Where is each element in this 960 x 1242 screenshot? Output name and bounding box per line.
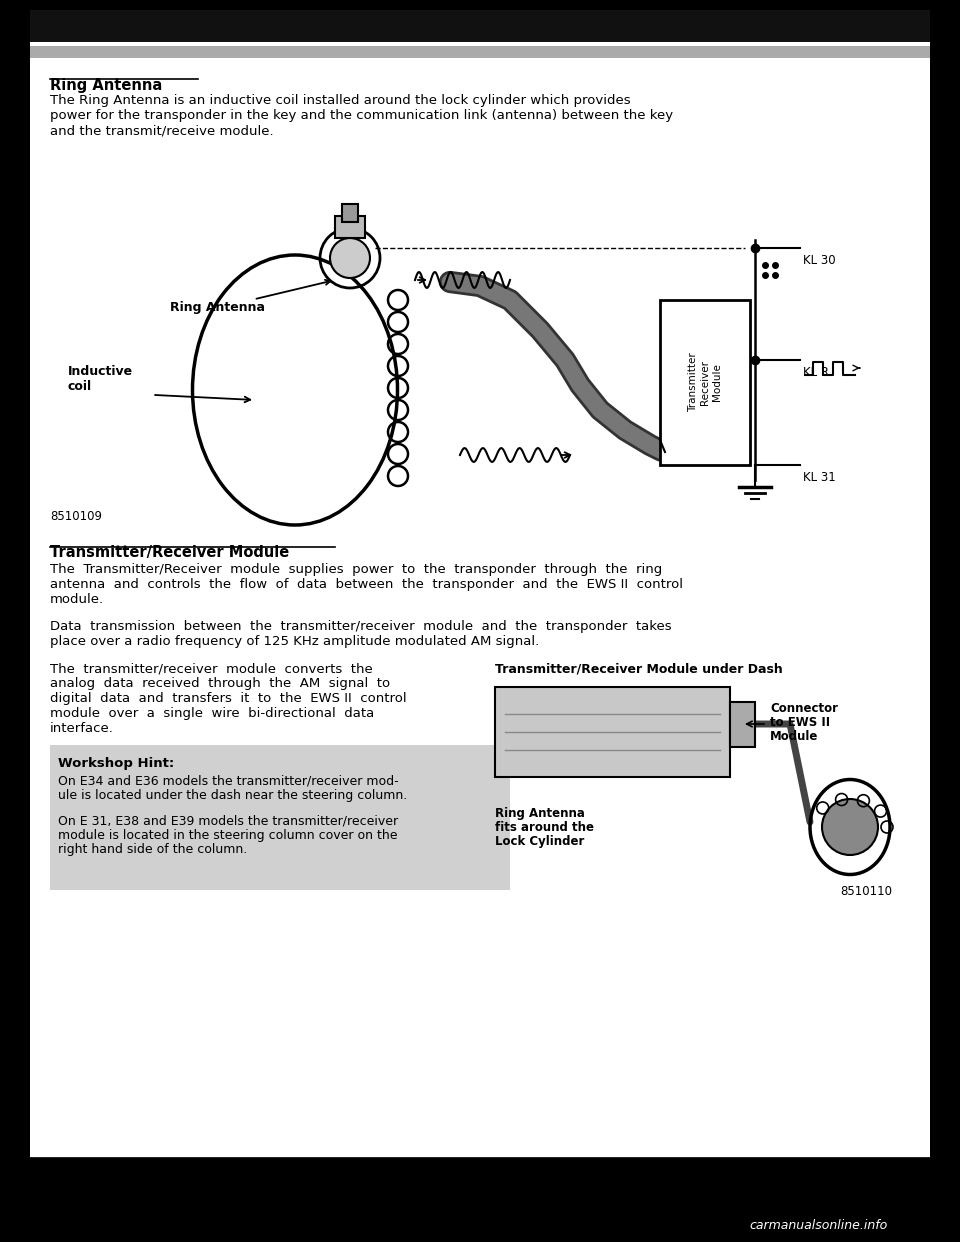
Text: 8510109: 8510109: [50, 510, 102, 523]
Text: Inductive: Inductive: [68, 365, 133, 378]
Text: right hand side of the column.: right hand side of the column.: [58, 843, 248, 856]
Text: The Ring Antenna is an inductive coil installed around the lock cylinder which p: The Ring Antenna is an inductive coil in…: [50, 94, 631, 107]
Text: On E34 and E36 models the transmitter/receiver mod-: On E34 and E36 models the transmitter/re…: [58, 775, 398, 787]
Text: KL 31: KL 31: [803, 471, 836, 484]
Text: and the transmit/receive module.: and the transmit/receive module.: [50, 124, 274, 137]
Text: antenna  and  controls  the  flow  of  data  between  the  transponder  and  the: antenna and controls the flow of data be…: [50, 578, 683, 591]
Text: fits around the: fits around the: [495, 821, 594, 833]
Text: module.: module.: [50, 592, 104, 606]
Text: Lock Cylinder: Lock Cylinder: [495, 835, 585, 848]
Text: Ring Antenna: Ring Antenna: [50, 78, 162, 93]
Text: Module: Module: [770, 730, 818, 743]
Text: Transmitter/Receiver Module: Transmitter/Receiver Module: [50, 545, 289, 560]
Text: KL 30: KL 30: [803, 255, 835, 267]
Text: carmanualsonline.info: carmanualsonline.info: [750, 1218, 888, 1232]
Text: Transmitter
Receiver
Module: Transmitter Receiver Module: [688, 353, 722, 412]
Bar: [50, 745, 510, 891]
Bar: [335, 216, 365, 238]
Bar: [730, 702, 755, 746]
Bar: [30, 46, 930, 58]
Text: 10: 10: [50, 1174, 71, 1189]
Text: digital  data  and  transfers  it  to  the  EWS II  control: digital data and transfers it to the EWS…: [50, 692, 407, 705]
Text: The  Transmitter/Receiver  module  supplies  power  to  the  transponder  throug: The Transmitter/Receiver module supplies…: [50, 563, 662, 576]
Bar: [30, 10, 930, 42]
Text: 8510110: 8510110: [840, 886, 892, 898]
Text: interface.: interface.: [50, 722, 114, 735]
Text: Transmitter/Receiver Module under Dash: Transmitter/Receiver Module under Dash: [495, 662, 782, 674]
Text: to EWS II: to EWS II: [770, 715, 830, 729]
Text: EWS: EWS: [50, 1189, 77, 1201]
Bar: [495, 687, 730, 777]
Text: Connector: Connector: [770, 702, 838, 715]
Circle shape: [822, 799, 878, 854]
Text: analog  data  received  through  the  AM  signal  to: analog data received through the AM sign…: [50, 677, 390, 691]
Text: Ring Antenna: Ring Antenna: [495, 807, 585, 820]
Circle shape: [330, 238, 370, 278]
Bar: [342, 204, 358, 222]
Text: Workshop Hint:: Workshop Hint:: [58, 758, 175, 770]
Text: The  transmitter/receiver  module  converts  the: The transmitter/receiver module converts…: [50, 662, 372, 674]
Text: module  over  a  single  wire  bi-directional  data: module over a single wire bi-directional…: [50, 707, 374, 720]
Text: ule is located under the dash near the steering column.: ule is located under the dash near the s…: [58, 789, 407, 802]
Bar: [660, 301, 750, 465]
Text: Ring Antenna: Ring Antenna: [170, 279, 330, 314]
Text: KL R: KL R: [803, 366, 829, 379]
Text: place over a radio frequency of 125 KHz amplitude modulated AM signal.: place over a radio frequency of 125 KHz …: [50, 635, 540, 648]
Text: coil: coil: [68, 380, 92, 392]
Text: module is located in the steering column cover on the: module is located in the steering column…: [58, 828, 397, 842]
Text: Data  transmission  between  the  transmitter/receiver  module  and  the  transp: Data transmission between the transmitte…: [50, 620, 672, 633]
Text: On E 31, E38 and E39 models the transmitter/receiver: On E 31, E38 and E39 models the transmit…: [58, 815, 398, 828]
Text: power for the transponder in the key and the communication link (antenna) betwee: power for the transponder in the key and…: [50, 109, 673, 122]
